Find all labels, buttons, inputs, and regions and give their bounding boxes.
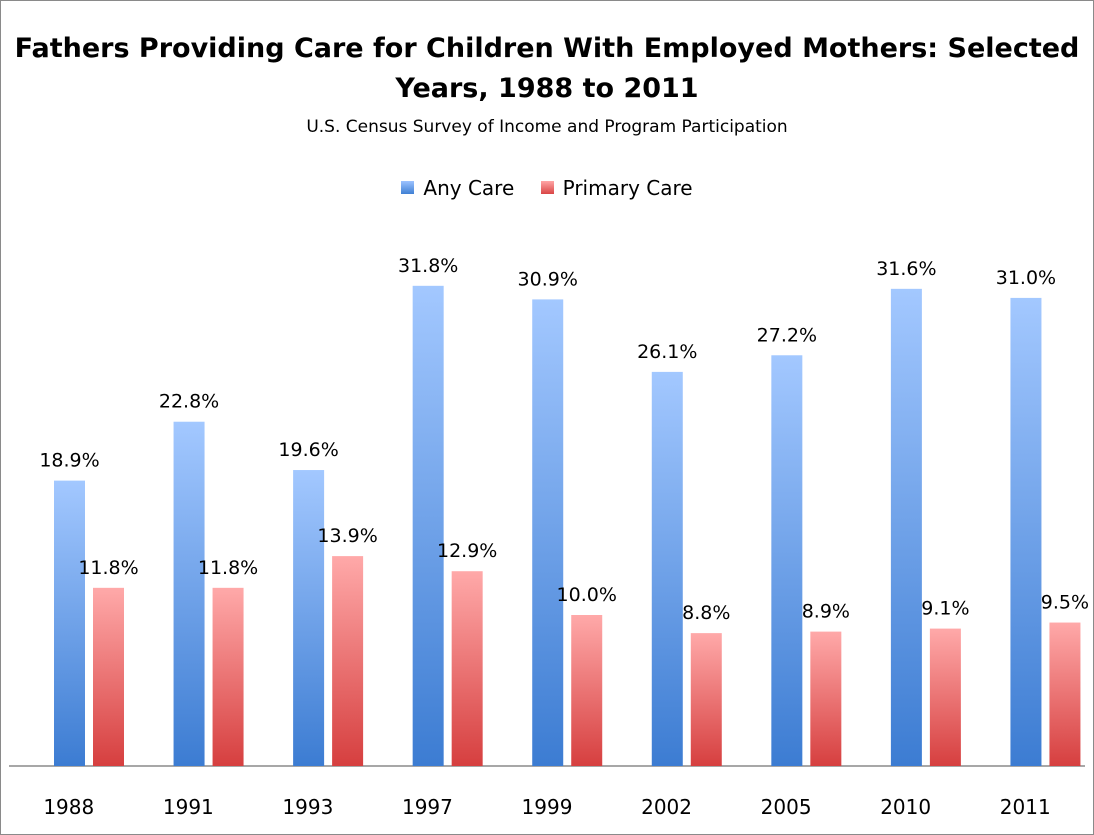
data-label-any-care-1988: 18.9% [39, 450, 99, 472]
data-label-primary-care-1997: 12.9% [437, 540, 497, 562]
x-tick-label-1997: 1997 [402, 795, 453, 819]
x-tick-label-1993: 1993 [282, 795, 333, 819]
x-tick-label-1991: 1991 [163, 795, 214, 819]
legend: Any Care Primary Care [1, 175, 1093, 200]
bar-any-care-2010 [890, 288, 922, 766]
legend-label-any-care: Any Care [423, 175, 515, 200]
data-label-any-care-2011: 31.0% [996, 267, 1056, 289]
bar-primary-care-2002 [690, 633, 722, 766]
bar-any-care-2011 [1010, 297, 1042, 766]
data-label-primary-care-2002: 8.8% [682, 602, 730, 624]
legend-item-primary-care: Primary Care [540, 175, 693, 200]
bar-primary-care-1991 [212, 587, 244, 766]
data-label-any-care-2002: 26.1% [637, 341, 697, 363]
bar-any-care-1999 [532, 299, 564, 766]
data-label-any-care-2005: 27.2% [757, 324, 817, 346]
chart-title: Fathers Providing Care for Children With… [14, 33, 1080, 104]
data-label-any-care-1991: 22.8% [159, 391, 219, 413]
x-tick-label-1999: 1999 [522, 795, 573, 819]
data-label-any-care-1993: 19.6% [278, 439, 338, 461]
data-label-primary-care-1999: 10.0% [557, 584, 617, 606]
legend-label-primary-care: Primary Care [562, 175, 693, 200]
data-label-primary-care-2011: 9.5% [1041, 592, 1089, 614]
bar-primary-care-2011 [1049, 622, 1081, 766]
bar-any-care-2005 [771, 355, 803, 766]
bar-any-care-1993 [293, 470, 325, 766]
bar-primary-care-1999 [571, 615, 603, 766]
x-tick-label-2002: 2002 [641, 795, 692, 819]
bar-primary-care-1997 [451, 571, 483, 766]
bar-any-care-2002 [651, 371, 683, 766]
data-label-primary-care-1988: 11.8% [78, 557, 138, 579]
bar-primary-care-1993 [332, 556, 364, 766]
data-label-any-care-1999: 30.9% [518, 268, 578, 290]
data-label-primary-care-2010: 9.1% [921, 598, 969, 620]
legend-item-any-care: Any Care [401, 176, 514, 200]
bar-primary-care-2010 [929, 628, 961, 766]
data-label-primary-care-2005: 8.9% [802, 601, 850, 623]
legend-swatch-primary-care [540, 181, 554, 194]
chart-subtitle: U.S. Census Survey of Income and Program… [306, 117, 788, 137]
x-tick-label-1988: 1988 [43, 795, 94, 819]
x-tick-label-2011: 2011 [1000, 795, 1051, 819]
bar-primary-care-1988 [93, 587, 124, 766]
bar-any-care-1997 [412, 285, 444, 766]
x-tick-label-2010: 2010 [880, 795, 931, 819]
data-label-any-care-1997: 31.8% [398, 255, 458, 277]
legend-swatch-any-care [401, 181, 415, 194]
bar-any-care-1988 [54, 480, 85, 766]
data-label-primary-care-1993: 13.9% [317, 525, 377, 547]
bar-primary-care-2005 [810, 631, 842, 766]
bar-any-care-1991 [173, 421, 205, 766]
data-label-primary-care-1991: 11.8% [198, 557, 258, 579]
data-label-any-care-2010: 31.6% [876, 258, 936, 280]
x-tick-label-2005: 2005 [761, 795, 812, 819]
